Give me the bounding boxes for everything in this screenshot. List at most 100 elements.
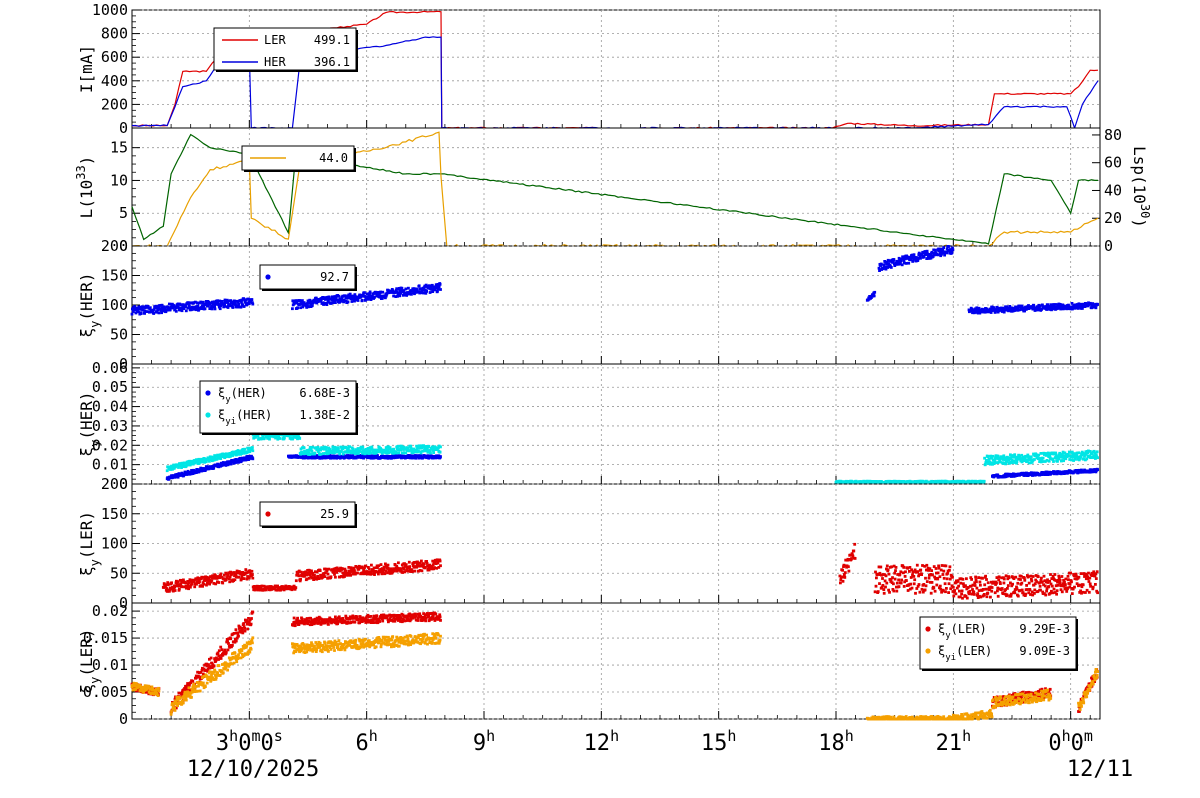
data-point (407, 560, 411, 564)
data-point (356, 447, 360, 450)
data-point (194, 308, 198, 312)
data-point (203, 577, 207, 580)
data-point (1031, 593, 1035, 597)
data-point (296, 306, 299, 310)
data-point (251, 446, 254, 449)
data-point (411, 289, 415, 292)
data-point (397, 451, 401, 455)
data-point (1093, 574, 1097, 578)
data-point (439, 455, 442, 458)
data-point (1057, 457, 1061, 461)
data-point (182, 578, 185, 582)
data-point (363, 566, 366, 570)
data-point (912, 253, 916, 257)
y-tick-label: 0.01 (92, 656, 128, 674)
data-point (359, 295, 363, 299)
data-point (971, 583, 975, 587)
data-point (195, 301, 199, 305)
data-point (180, 309, 184, 313)
data-point (152, 312, 156, 315)
data-point (186, 582, 190, 586)
data-point (938, 586, 941, 590)
data-point (298, 299, 302, 302)
data-point (352, 566, 355, 570)
data-point (1073, 577, 1077, 581)
data-point (1066, 587, 1069, 591)
data-point (392, 294, 395, 298)
data-point (342, 572, 345, 575)
data-point (437, 566, 441, 569)
legend-label: LER (264, 33, 286, 47)
data-point (1065, 455, 1069, 458)
data-point (395, 569, 399, 573)
data-point (943, 582, 947, 586)
data-point (912, 570, 915, 573)
data-point (320, 456, 324, 460)
data-point (1058, 578, 1062, 582)
data-point (1020, 588, 1024, 592)
data-point (181, 690, 184, 694)
data-point (1074, 574, 1078, 578)
data-point (315, 570, 319, 574)
data-point (1088, 454, 1092, 458)
y-tick-label: 0 (119, 475, 128, 493)
data-point (993, 591, 997, 595)
data-point (399, 448, 402, 452)
data-point (294, 586, 298, 589)
data-point (985, 595, 989, 599)
data-point (181, 585, 184, 589)
data-point (244, 300, 247, 304)
data-point (313, 573, 316, 577)
data-point (227, 574, 230, 577)
y-tick-label: 200 (101, 475, 128, 493)
data-point (1087, 590, 1091, 594)
data-point (386, 449, 390, 453)
data-point (946, 571, 950, 575)
data-point (368, 290, 372, 294)
data-point (336, 446, 339, 450)
y-tick-label: 5 (119, 204, 128, 222)
data-point (171, 589, 175, 593)
data-point (1002, 577, 1006, 581)
data-point (920, 587, 924, 591)
data-point (418, 446, 422, 450)
data-point (400, 451, 404, 455)
data-point (908, 566, 912, 569)
y-tick-label: 0.03 (92, 417, 128, 435)
data-point (1092, 572, 1096, 575)
y-tick-label: 0.02 (92, 602, 128, 620)
data-point (882, 591, 886, 595)
data-point (298, 437, 302, 440)
data-point (1045, 589, 1048, 593)
data-point (370, 563, 373, 567)
data-point (1016, 308, 1020, 312)
data-point (928, 580, 932, 584)
data-point (131, 310, 135, 313)
data-point (199, 301, 203, 304)
data-point (1010, 584, 1014, 588)
data-point (874, 570, 877, 574)
data-point (872, 294, 876, 298)
data-point (995, 576, 999, 579)
data-point (902, 571, 905, 575)
data-point (1009, 453, 1012, 457)
data-point (327, 567, 331, 571)
data-point (297, 574, 301, 578)
data-point (964, 594, 968, 598)
data-point (210, 579, 214, 582)
data-point (397, 561, 400, 565)
data-point (394, 451, 398, 455)
data-point (932, 565, 936, 568)
data-point (276, 437, 280, 441)
data-point (204, 579, 208, 582)
data-point (216, 462, 219, 466)
data-point (394, 288, 398, 292)
data-point (880, 573, 883, 577)
data-point (1035, 306, 1039, 310)
data-point (1093, 455, 1096, 458)
data-point (322, 452, 325, 456)
data-point (305, 306, 309, 309)
data-point (239, 305, 243, 309)
data-point (975, 586, 979, 590)
data-point (298, 579, 302, 583)
